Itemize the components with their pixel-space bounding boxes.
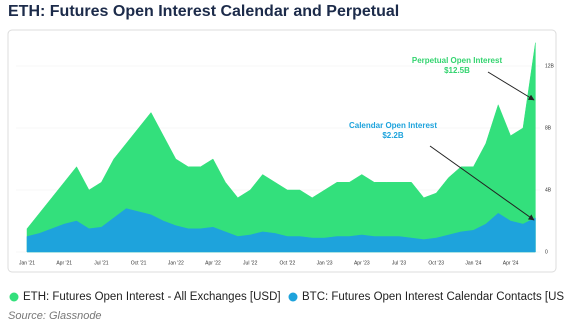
x-tick-label: Jul '23 [392,260,407,266]
x-tick-label: Apr '22 [205,260,221,266]
y-tick-label: 0 [545,249,548,255]
arrow [429,145,535,221]
legend-label: BTC: Futures Open Interest Calendar Cont… [302,291,564,303]
x-tick-label: Apr '21 [56,260,72,266]
area [26,42,536,253]
x-tick-label: Oct '21 [131,260,147,266]
x-tick-label: Jan '23 [317,260,333,266]
x-tick-label: Jan '24 [465,260,481,266]
arrow [487,71,535,101]
area [26,208,536,253]
x-tick-label: Apr '24 [503,260,519,266]
legend-marker [9,292,19,302]
annotation-value: $12.5B [444,66,470,75]
x-tick-label: Oct '22 [280,260,296,266]
y-tick-label: 12B [545,63,555,69]
x-tick-label: Jan '21 [19,260,35,266]
x-tick-label: Oct '23 [428,260,444,266]
x-tick-label: Jul '22 [243,260,258,266]
y-tick-label: 4B [545,187,552,193]
x-tick-label: Jul '21 [94,260,109,266]
annotation-value: $2.2B [382,131,404,140]
x-tick-label: Apr '23 [354,260,370,266]
legend-label: ETH: Futures Open Interest - All Exchang… [23,291,281,303]
annotation: Perpetual Open Interest [412,56,503,65]
legend-marker [288,292,298,302]
source: Source: Glassnode [8,310,102,322]
x-tick-label: Jan '22 [168,260,184,266]
annotation: Calendar Open Interest [349,121,437,130]
y-tick-label: 8B [545,125,552,131]
chart-title: ETH: Futures Open Interest Calendar and … [8,3,399,20]
